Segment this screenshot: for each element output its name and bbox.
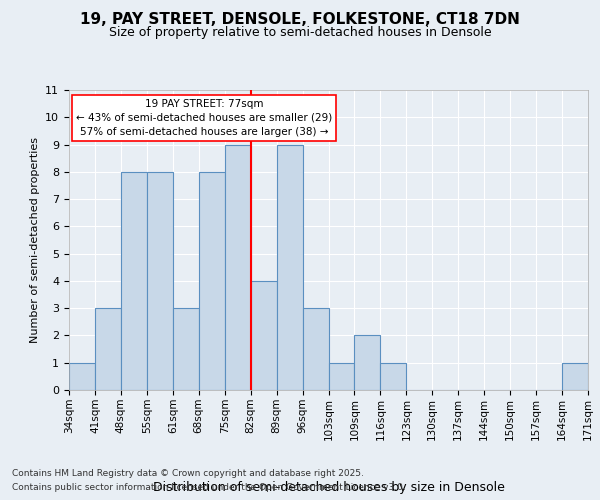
Bar [173, 308, 199, 390]
Bar [69, 362, 95, 390]
Bar [302, 308, 329, 390]
Bar [380, 362, 406, 390]
Bar [251, 281, 277, 390]
Text: 19, PAY STREET, DENSOLE, FOLKESTONE, CT18 7DN: 19, PAY STREET, DENSOLE, FOLKESTONE, CT1… [80, 12, 520, 28]
Text: 19 PAY STREET: 77sqm
← 43% of semi-detached houses are smaller (29)
57% of semi-: 19 PAY STREET: 77sqm ← 43% of semi-detac… [76, 99, 332, 137]
Bar [121, 172, 147, 390]
Bar [329, 362, 355, 390]
Text: Contains public sector information licensed under the Open Government Licence v3: Contains public sector information licen… [12, 484, 406, 492]
X-axis label: Distribution of semi-detached houses by size in Densole: Distribution of semi-detached houses by … [152, 482, 505, 494]
Bar [562, 362, 588, 390]
Bar [355, 336, 380, 390]
Y-axis label: Number of semi-detached properties: Number of semi-detached properties [30, 137, 40, 343]
Bar [199, 172, 224, 390]
Bar [95, 308, 121, 390]
Text: Contains HM Land Registry data © Crown copyright and database right 2025.: Contains HM Land Registry data © Crown c… [12, 468, 364, 477]
Bar [147, 172, 173, 390]
Bar [277, 144, 302, 390]
Text: Size of property relative to semi-detached houses in Densole: Size of property relative to semi-detach… [109, 26, 491, 39]
Bar [225, 144, 251, 390]
